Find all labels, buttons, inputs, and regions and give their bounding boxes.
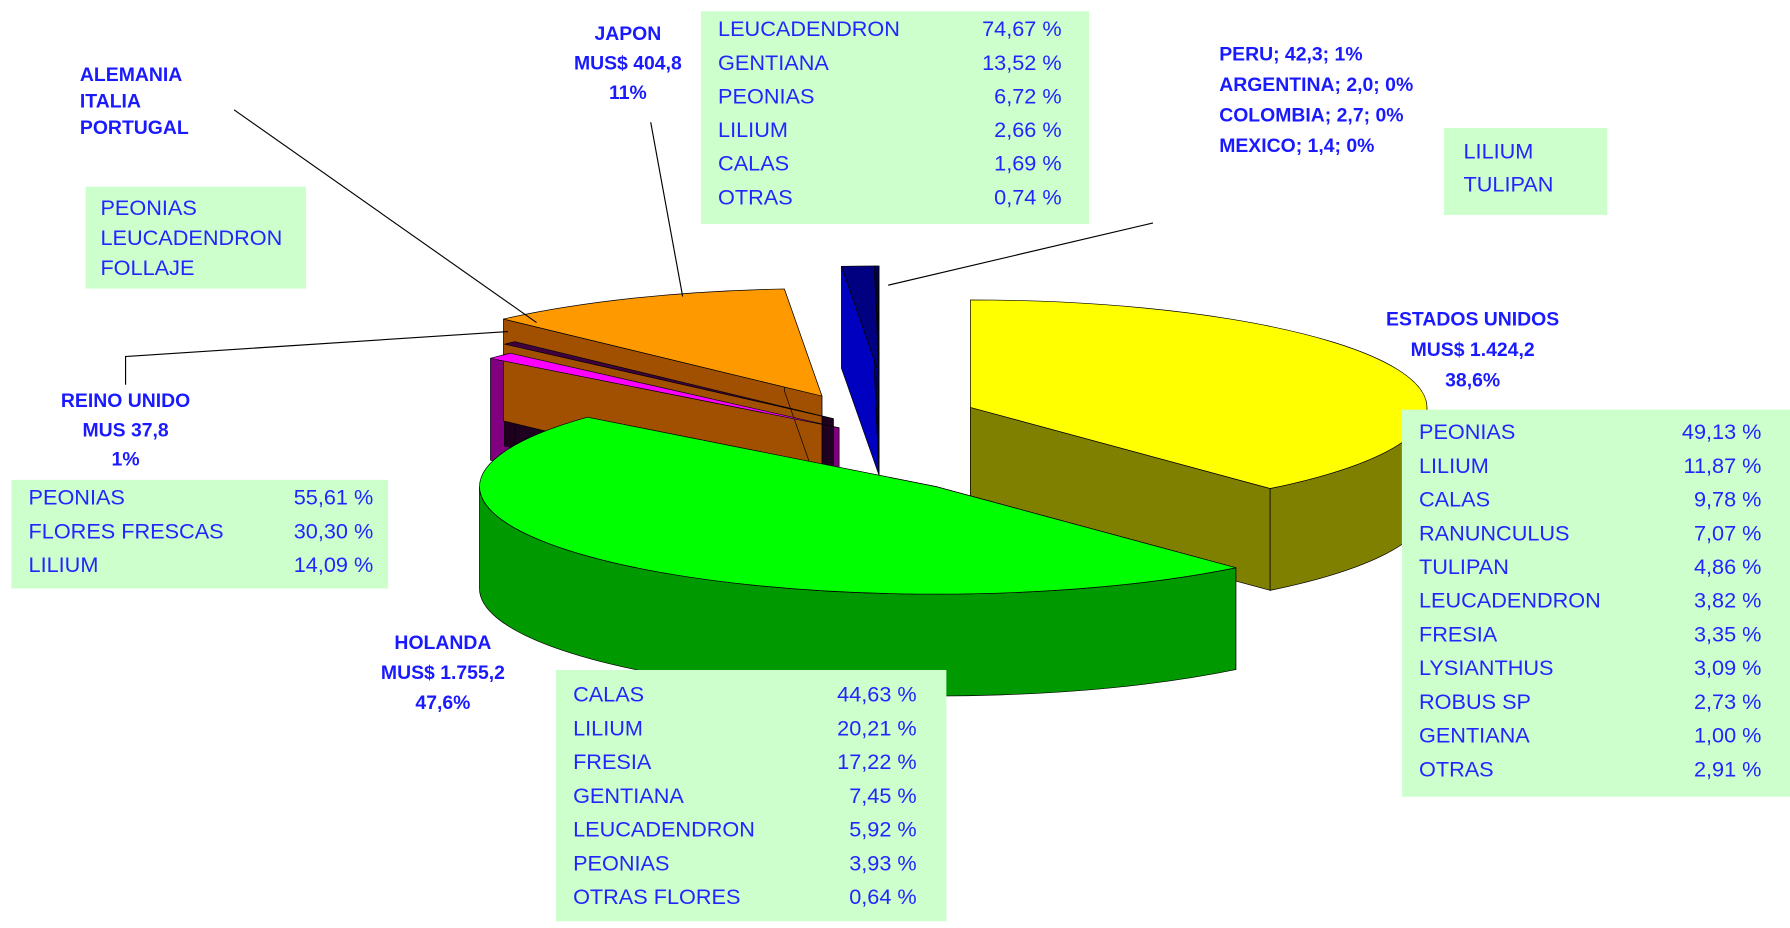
slice-label: ESTADOS UNIDOS [1386,309,1559,330]
breakdown-box [11,479,389,589]
breakdown-box [700,11,1090,225]
slice-label: PORTUGAL [80,118,189,139]
breakdown-share: 3,93 % [849,850,916,875]
breakdown-share: 49,13 % [1682,419,1762,444]
breakdown-share: 4,86 % [1694,554,1761,579]
breakdown-name: LILIUM [573,715,643,740]
breakdown-share: 7,07 % [1694,520,1761,545]
slice-label: MUS$ 1.755,2 [381,663,505,684]
breakdown-name: GENTIANA [718,50,829,75]
slice-label: JAPON [594,24,661,45]
breakdown-name: GENTIANA [1419,723,1530,748]
breakdown-name: FLORES FRESCAS [29,519,224,544]
breakdown-share: 3,82 % [1694,588,1761,613]
breakdown-name: GENTIANA [573,783,684,808]
breakdown-name: PEONIAS [29,485,125,510]
slice-top [490,352,840,429]
breakdown-share: 7,45 % [849,783,916,808]
pie [479,265,1428,697]
breakdown-name: OTRAS FLORES [573,884,740,909]
breakdown-share: 0,74 % [994,184,1061,209]
breakdown-name: LYSIANTHUS [1419,655,1553,680]
breakdown-share: 11,87 % [1684,453,1762,478]
leader-line [650,122,684,297]
breakdown-share: 2,73 % [1694,689,1761,714]
breakdown-box [1444,127,1608,216]
breakdown-name: FOLLAJE [100,255,194,280]
breakdown-share: 55,61 % [294,485,374,510]
breakdown-share: 9,78 % [1694,487,1761,512]
breakdown-share: 74,67 % [982,16,1062,41]
breakdown-share: 5,92 % [849,817,916,842]
slice-top [877,265,880,374]
slice-top [970,299,1428,489]
breakdown-share: 13,52 % [982,50,1062,75]
leader-line [125,331,509,385]
slice-label: MEXICO; 1,4; 0% [1219,136,1374,157]
breakdown-name: PEONIAS [573,850,669,875]
breakdown-share: 1,69 % [994,151,1061,176]
breakdown-name: LEUCADENDRON [1419,588,1601,613]
breakdown-name: LILIUM [1419,453,1489,478]
leader-line [233,109,537,323]
breakdown-share: 14,09 % [294,552,374,577]
breakdown-share: 3,35 % [1694,622,1761,647]
slice-label: 1% [112,450,140,471]
breakdown-name: OTRAS [1419,756,1494,781]
slice-top [479,416,1236,595]
breakdown-name: LILIUM [29,552,99,577]
breakdown-name: PEONIAS [100,195,196,220]
leader-line [888,222,1154,286]
breakdown-box [1401,409,1790,797]
breakdown-name: LILIUM [1464,139,1534,164]
breakdown-name: TULIPAN [1419,554,1509,579]
breakdown-name: TULIPAN [1464,171,1554,196]
slice-label: 47,6% [415,693,470,714]
slice-label: ALEMANIA [80,65,182,86]
breakdown-box [85,186,306,289]
slice-label: MUS$ 1.424,2 [1411,340,1535,361]
breakdown-box [555,669,947,922]
slice-label: REINO UNIDO [61,391,190,412]
breakdown-name: LEUCADENDRON [100,225,282,250]
slice-label: ITALIA [80,92,141,113]
breakdown-share: 17,22 % [837,749,917,774]
slice-label: HOLANDA [394,633,491,654]
breakdown-name: CALAS [1419,487,1490,512]
slice-label: MUS$ 404,8 [574,54,682,75]
breakdown-share: 44,63 % [837,682,917,707]
breakdown-name: CALAS [718,151,789,176]
breakdown-name: LILIUM [718,117,788,142]
slice-label: 11% [609,83,647,104]
slice-label: COLOMBIA; 2,7; 0% [1219,106,1403,127]
breakdown-share: 20,21 % [837,715,917,740]
breakdown-name: LEUCADENDRON [718,16,900,41]
breakdown-share: 1,00 % [1694,723,1761,748]
breakdown-name: CALAS [573,682,644,707]
slice-label: PERU; 42,3; 1% [1219,45,1362,66]
breakdown-share: 6,72 % [994,84,1061,109]
breakdown-name: PEONIAS [718,84,814,109]
slice-label: ARGENTINA; 2,0; 0% [1219,75,1413,96]
slice-label: MUS 37,8 [82,420,169,441]
annotations: ESTADOS UNIDOS MUS$ 1.424,2 38,6% PEONIAS 49… [11,11,1790,922]
breakdown-share: 30,30 % [294,519,374,544]
breakdown-share: 2,66 % [994,117,1061,142]
breakdown-name: FRESIA [1419,622,1498,647]
breakdown-name: RANUNCULUS [1419,520,1570,545]
breakdown-name: PEONIAS [1419,419,1515,444]
slice-top [504,341,834,420]
breakdown-share: 0,64 % [849,884,916,909]
breakdown-name: FRESIA [573,749,652,774]
breakdown-name: OTRAS [718,184,793,209]
breakdown-name: ROBUS SP [1419,689,1531,714]
slice-label: 38,6% [1445,371,1500,392]
breakdown-share: 3,09 % [1694,655,1761,680]
breakdown-share: 2,91 % [1694,756,1761,781]
breakdown-name: LEUCADENDRON [573,817,755,842]
